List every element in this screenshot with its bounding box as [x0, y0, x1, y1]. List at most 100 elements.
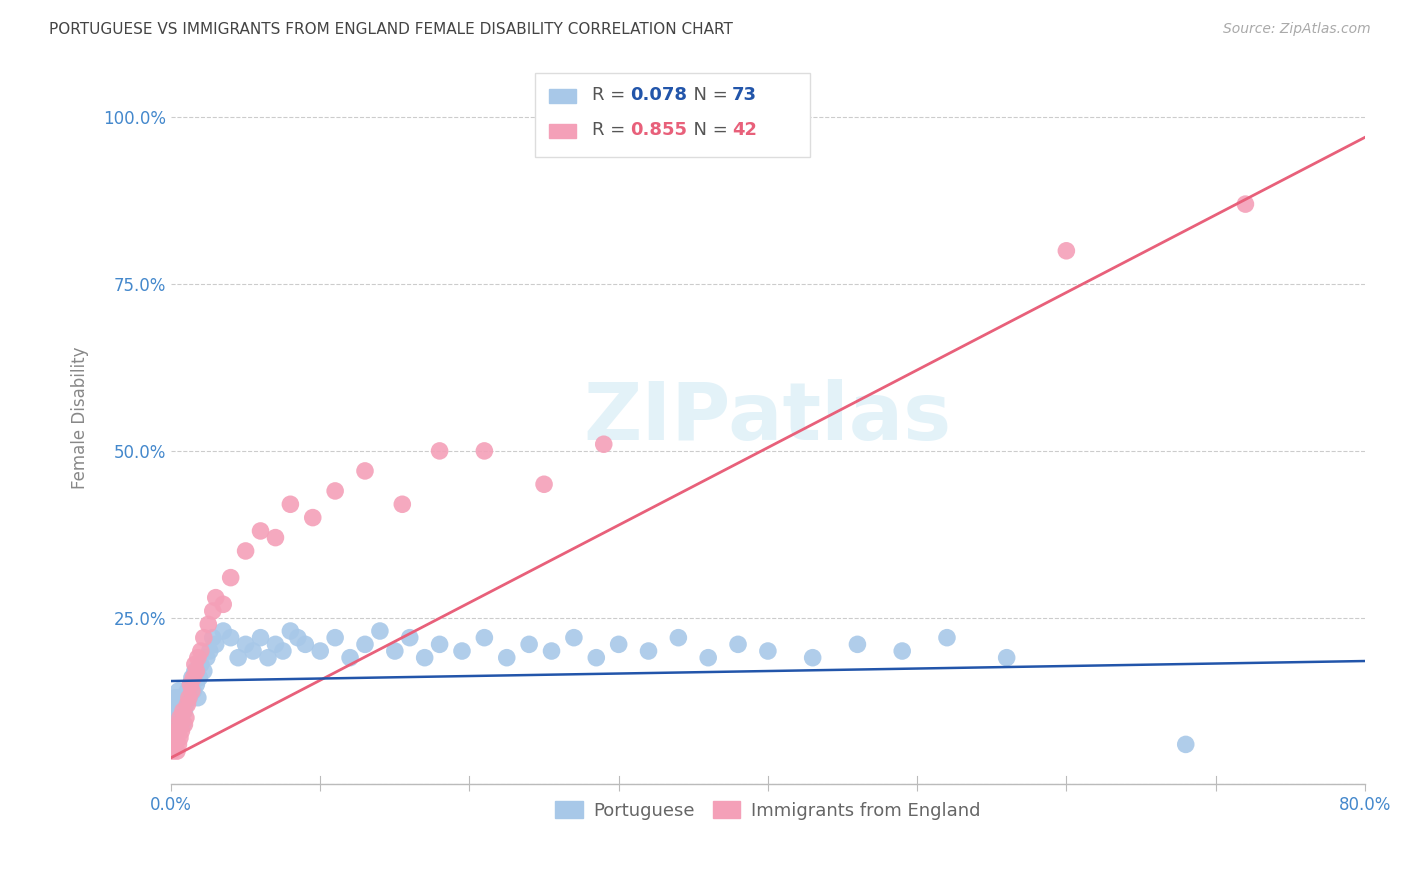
- Point: [184, 657, 207, 672]
- Point: [167, 684, 190, 698]
- Legend: Portuguese, Immigrants from England: Portuguese, Immigrants from England: [548, 794, 987, 827]
- Point: [1174, 738, 1197, 752]
- Point: [801, 650, 824, 665]
- Point: [212, 624, 235, 638]
- Point: [592, 437, 614, 451]
- Point: [219, 631, 242, 645]
- Point: [167, 717, 190, 731]
- Point: [166, 744, 188, 758]
- Point: [264, 531, 287, 545]
- Point: [176, 698, 198, 712]
- Point: [249, 631, 271, 645]
- Point: [235, 544, 257, 558]
- Point: [162, 717, 184, 731]
- Point: [162, 744, 184, 758]
- Point: [183, 684, 205, 698]
- Text: 0.078: 0.078: [631, 86, 688, 103]
- Point: [201, 631, 224, 645]
- FancyBboxPatch shape: [550, 89, 575, 103]
- Point: [163, 731, 186, 745]
- Point: [309, 644, 332, 658]
- Text: Source: ZipAtlas.com: Source: ZipAtlas.com: [1223, 22, 1371, 37]
- Point: [533, 477, 555, 491]
- Text: 0.855: 0.855: [631, 121, 688, 139]
- Point: [323, 631, 346, 645]
- Point: [264, 637, 287, 651]
- Point: [235, 637, 257, 651]
- Point: [197, 617, 219, 632]
- Point: [180, 684, 202, 698]
- Text: R =: R =: [592, 121, 631, 139]
- Text: 73: 73: [733, 86, 756, 103]
- Point: [219, 571, 242, 585]
- Point: [165, 690, 187, 705]
- Point: [169, 711, 191, 725]
- Point: [242, 644, 264, 658]
- Point: [173, 717, 195, 731]
- Point: [607, 637, 630, 651]
- Point: [212, 597, 235, 611]
- Point: [186, 677, 208, 691]
- Point: [368, 624, 391, 638]
- Text: ZIPatlas: ZIPatlas: [583, 378, 952, 457]
- Point: [429, 637, 451, 651]
- Point: [429, 444, 451, 458]
- Point: [474, 631, 496, 645]
- Text: N =: N =: [682, 121, 734, 139]
- Point: [936, 631, 959, 645]
- Point: [180, 671, 202, 685]
- Point: [165, 738, 187, 752]
- Point: [226, 650, 249, 665]
- Point: [177, 690, 200, 705]
- Point: [540, 644, 562, 658]
- Point: [172, 717, 194, 731]
- Point: [174, 698, 197, 712]
- Point: [201, 604, 224, 618]
- FancyBboxPatch shape: [536, 72, 810, 157]
- Point: [163, 724, 186, 739]
- Point: [1234, 197, 1257, 211]
- Point: [280, 624, 302, 638]
- Point: [188, 671, 211, 685]
- Point: [271, 644, 294, 658]
- Text: N =: N =: [682, 86, 734, 103]
- Point: [187, 690, 209, 705]
- Point: [167, 738, 190, 752]
- Point: [398, 631, 420, 645]
- Point: [287, 631, 309, 645]
- Text: PORTUGUESE VS IMMIGRANTS FROM ENGLAND FEMALE DISABILITY CORRELATION CHART: PORTUGUESE VS IMMIGRANTS FROM ENGLAND FE…: [49, 22, 733, 37]
- Point: [204, 637, 226, 651]
- Point: [995, 650, 1018, 665]
- Point: [195, 650, 218, 665]
- Point: [562, 631, 585, 645]
- Point: [169, 704, 191, 718]
- Point: [166, 698, 188, 712]
- Point: [162, 698, 184, 712]
- Point: [384, 644, 406, 658]
- Point: [257, 650, 280, 665]
- Point: [198, 644, 221, 658]
- Text: 42: 42: [733, 121, 756, 139]
- Point: [166, 724, 188, 739]
- Point: [166, 724, 188, 739]
- Point: [354, 637, 377, 651]
- Point: [391, 497, 413, 511]
- Point: [183, 671, 205, 685]
- Point: [184, 664, 207, 678]
- Point: [891, 644, 914, 658]
- Point: [756, 644, 779, 658]
- Point: [169, 731, 191, 745]
- Point: [190, 657, 212, 672]
- Point: [170, 724, 193, 739]
- Point: [179, 677, 201, 691]
- Point: [413, 650, 436, 665]
- FancyBboxPatch shape: [550, 124, 575, 138]
- Point: [697, 650, 720, 665]
- Point: [167, 711, 190, 725]
- Point: [294, 637, 316, 651]
- Point: [176, 684, 198, 698]
- Point: [177, 690, 200, 705]
- Point: [280, 497, 302, 511]
- Point: [193, 631, 215, 645]
- Point: [1054, 244, 1077, 258]
